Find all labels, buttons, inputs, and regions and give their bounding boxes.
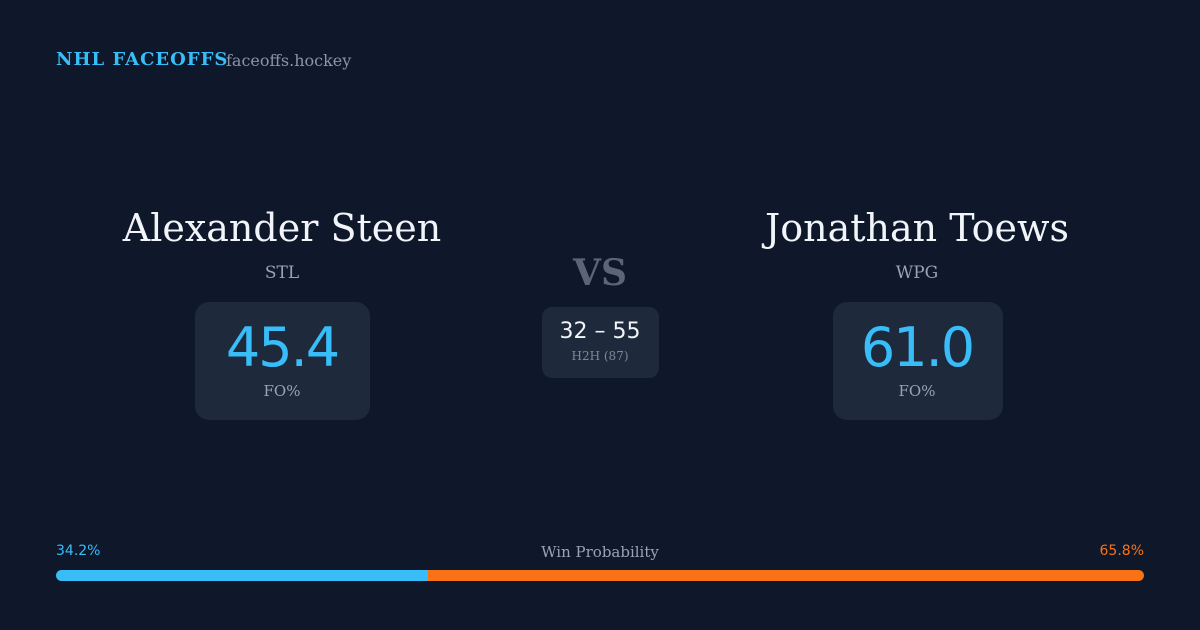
h2h-score: 32 – 55 xyxy=(559,319,641,344)
fo-label: FO% xyxy=(898,382,936,400)
team: STL xyxy=(264,263,300,283)
h2h-label: H2H (87) xyxy=(571,349,629,363)
brand: NHL FACEOFFS xyxy=(56,49,229,70)
player-name: Alexander Steen xyxy=(122,206,442,250)
site: faceoffs.hockey xyxy=(226,51,352,70)
win-prob-right: 65.8% xyxy=(1099,543,1144,559)
fo-pct: 61.0 xyxy=(860,316,975,379)
stat-box xyxy=(195,302,370,420)
win-prob-segment xyxy=(56,570,429,581)
player-name: Jonathan Toews xyxy=(765,206,1069,250)
team: WPG xyxy=(895,263,939,283)
vs: VS xyxy=(573,252,627,294)
win-prob-left: 34.2% xyxy=(56,543,101,559)
win-prob-segment xyxy=(428,570,1144,581)
win-prob-bar xyxy=(56,570,1144,581)
h2h-box xyxy=(542,307,659,378)
stat-box xyxy=(833,302,1003,420)
fo-label: FO% xyxy=(263,382,301,400)
win-prob-title: Win Probability xyxy=(541,543,659,561)
fo-pct: 45.4 xyxy=(225,316,340,379)
